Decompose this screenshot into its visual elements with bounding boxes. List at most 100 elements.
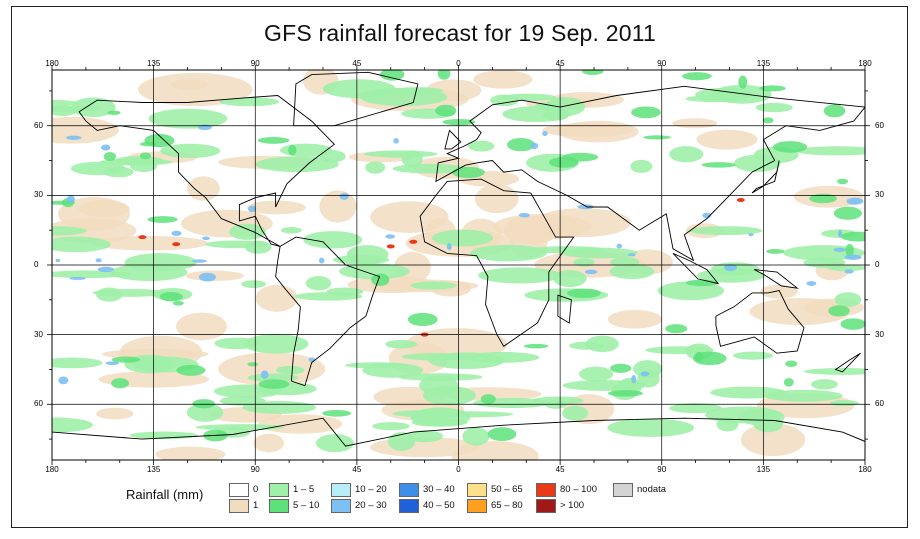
dry-patch bbox=[218, 352, 326, 386]
legend-swatch bbox=[399, 499, 419, 513]
rain-moderate bbox=[176, 364, 206, 376]
left-lat-label: 60 bbox=[34, 120, 43, 130]
rain-light bbox=[630, 159, 653, 173]
rain-light bbox=[244, 240, 272, 254]
rain-moderate bbox=[147, 216, 178, 223]
dry-patch bbox=[474, 184, 519, 214]
rain-heavy bbox=[542, 131, 548, 137]
rain-light bbox=[803, 367, 865, 375]
dry-patch bbox=[370, 201, 449, 233]
rain-moderate bbox=[103, 151, 117, 162]
legend-label: 30 – 40 bbox=[423, 484, 455, 495]
rain-light bbox=[346, 245, 389, 265]
rain-moderate bbox=[247, 362, 259, 367]
right-lat-label: 0 bbox=[875, 260, 880, 269]
legend-swatch bbox=[269, 499, 289, 513]
rain-light bbox=[52, 417, 94, 433]
rain-moderate bbox=[111, 378, 129, 389]
rain-heavy bbox=[248, 205, 257, 213]
legend-label: 40 – 50 bbox=[423, 500, 455, 511]
dry-patch bbox=[451, 441, 539, 460]
rain-extreme bbox=[386, 244, 395, 249]
coast-madagascar bbox=[557, 294, 572, 324]
rain-heavy bbox=[198, 272, 216, 282]
rain-light bbox=[561, 405, 589, 421]
dry-patch bbox=[58, 197, 131, 231]
rain-moderate bbox=[759, 85, 786, 92]
legend-swatch bbox=[229, 483, 249, 497]
rain-moderate bbox=[828, 305, 850, 317]
legend-swatch bbox=[536, 499, 556, 513]
rain-moderate bbox=[437, 70, 451, 80]
rain-light bbox=[186, 403, 224, 422]
dry-patch bbox=[255, 284, 298, 312]
rain-heavy bbox=[844, 269, 854, 274]
rain-moderate bbox=[772, 141, 808, 153]
coast-antarctica bbox=[52, 417, 865, 460]
coast-sumatra-java bbox=[672, 252, 720, 285]
rain-moderate bbox=[107, 110, 121, 115]
rain-light bbox=[834, 292, 862, 308]
rain-moderate bbox=[159, 291, 183, 302]
right-lat-label: 60 bbox=[875, 399, 884, 409]
rain-heavy bbox=[95, 258, 102, 263]
left-lat-label: 60 bbox=[34, 399, 43, 409]
rain-extreme bbox=[138, 235, 147, 240]
rain-light bbox=[732, 351, 774, 360]
rain-heavy bbox=[97, 266, 114, 273]
rain-moderate bbox=[407, 312, 438, 327]
dry-patch bbox=[696, 129, 758, 150]
rain-light bbox=[407, 430, 444, 443]
rain-light bbox=[52, 357, 103, 369]
rain-moderate bbox=[452, 166, 485, 178]
rain-heavy bbox=[584, 269, 598, 275]
rain-heavy bbox=[197, 124, 212, 131]
dry-patch bbox=[542, 123, 634, 138]
rain-light bbox=[362, 362, 423, 378]
legend-label: 5 – 10 bbox=[293, 500, 320, 511]
rain-heavy bbox=[55, 258, 61, 263]
coast-britain bbox=[444, 129, 462, 150]
left-lat-label: 30 bbox=[34, 329, 43, 339]
rain-fields bbox=[52, 70, 865, 460]
rain-light bbox=[501, 93, 556, 101]
rain-moderate bbox=[631, 106, 661, 119]
legend-swatch bbox=[613, 483, 633, 497]
rain-moderate bbox=[840, 231, 865, 242]
right-lat-label: 60 bbox=[875, 120, 884, 130]
rain-moderate bbox=[665, 324, 688, 334]
rain-light bbox=[669, 403, 723, 414]
rain-light bbox=[755, 102, 793, 113]
rain-light bbox=[830, 400, 859, 407]
rain-light bbox=[315, 434, 355, 453]
right-lat-label: 30 bbox=[875, 190, 884, 200]
left-lat-label: 0 bbox=[34, 260, 39, 269]
rain-moderate bbox=[694, 351, 704, 363]
rain-moderate bbox=[192, 399, 216, 409]
rain-heavy bbox=[101, 144, 111, 151]
legend-label: 80 – 100 bbox=[560, 484, 597, 495]
rain-light bbox=[52, 226, 87, 236]
bottom-lon-label: 135 bbox=[756, 465, 771, 474]
rain-moderate bbox=[380, 70, 405, 81]
rain-light bbox=[92, 288, 169, 297]
rain-moderate bbox=[435, 104, 457, 117]
dry-patch bbox=[533, 208, 632, 238]
rain-heavy bbox=[393, 138, 399, 144]
bottom-lon-label: 135 bbox=[146, 465, 161, 474]
rain-light bbox=[243, 334, 309, 354]
rain-heavy bbox=[446, 243, 452, 251]
rain-light bbox=[794, 146, 865, 156]
rain-heavy bbox=[105, 361, 120, 366]
rain-moderate bbox=[507, 138, 535, 152]
rain-light bbox=[219, 97, 280, 107]
legend-swatch bbox=[536, 483, 556, 497]
rain-moderate bbox=[762, 117, 774, 124]
legend-label: > 100 bbox=[560, 500, 585, 511]
legend-swatch bbox=[467, 483, 487, 497]
legend-label: 10 – 20 bbox=[355, 484, 387, 495]
rain-moderate bbox=[111, 356, 141, 363]
rain-moderate bbox=[371, 273, 390, 286]
rain-moderate bbox=[833, 206, 862, 220]
